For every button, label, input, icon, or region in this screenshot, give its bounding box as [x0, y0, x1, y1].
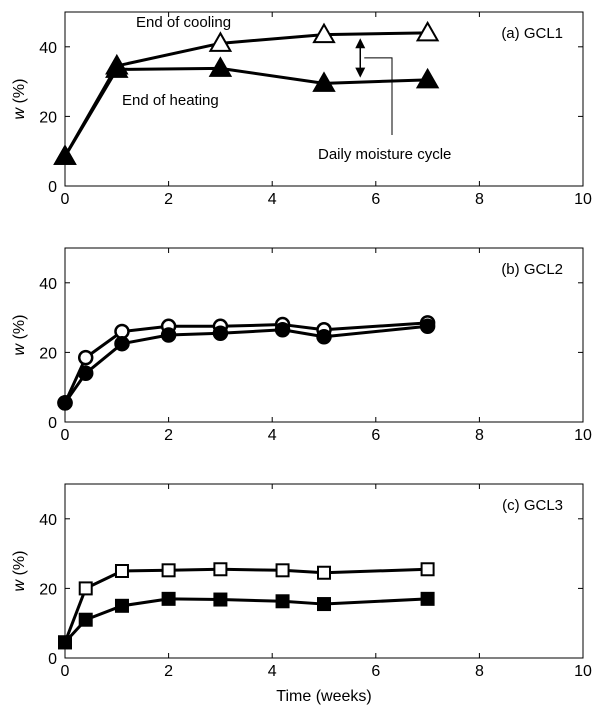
data-point-square-filled — [58, 635, 72, 650]
data-point-square-open — [161, 563, 176, 578]
data-point-triangle-open — [208, 31, 233, 52]
data-point-circle-filled — [274, 322, 291, 338]
data-point-triangle-filled — [312, 71, 336, 92]
data-point-square-open — [420, 562, 435, 577]
data-point-square-filled — [317, 597, 331, 612]
y-axis-label: w (%) — [11, 551, 28, 592]
y-tick-label: 20 — [39, 109, 57, 126]
plot-frame-gcl3 — [64, 483, 584, 659]
panel-label: (c) GCL3 — [502, 497, 563, 514]
chart-panel-gcl3: 0 2 4 6 8 10 0 20 40 w (%) (c) GCL3 — [11, 483, 592, 680]
data-point-square-filled — [161, 591, 176, 606]
y-axis-label: w (%) — [11, 315, 28, 356]
y-tick-label: 40 — [39, 40, 57, 57]
x-tick-label: 0 — [61, 663, 70, 680]
data-point-square-open — [317, 565, 331, 580]
y-tick-label: 0 — [48, 415, 57, 432]
x-tick-label: 8 — [475, 427, 484, 444]
x-tick-label: 8 — [475, 663, 484, 680]
data-point-triangle-open — [312, 22, 336, 44]
data-point-square-filled — [213, 592, 228, 607]
x-tick-label: 0 — [61, 427, 70, 444]
panel-label: (a) GCL1 — [501, 25, 563, 42]
data-point-triangle-filled — [415, 67, 440, 89]
plot-frame-gcl1 — [64, 11, 584, 187]
data-point-triangle-filled — [105, 57, 129, 78]
data-point-square-filled — [78, 612, 93, 627]
x-tick-label: 0 — [61, 191, 70, 208]
data-point-square-filled — [275, 594, 290, 609]
annotation-end-of-heating: End of heating — [122, 92, 219, 109]
x-tick-label: 4 — [268, 663, 277, 680]
data-point-circle-filled — [212, 325, 229, 342]
x-tick-label: 10 — [574, 663, 592, 680]
data-point-circle-open — [77, 349, 94, 366]
y-tick-label: 40 — [39, 512, 57, 529]
x-tick-label: 6 — [371, 191, 380, 208]
x-axis-label: Time (weeks) — [276, 688, 371, 705]
data-point-square-filled — [420, 591, 435, 606]
data-point-circle-filled — [419, 318, 436, 335]
annotation-end-of-cooling: End of cooling — [136, 14, 231, 31]
data-point-circle-filled — [316, 328, 332, 345]
data-point-square-filled — [114, 598, 129, 613]
x-tick-label: 6 — [371, 663, 380, 680]
annotation-daily-moisture-cycle: Daily moisture cycle — [318, 146, 451, 163]
data-point-circle-filled — [114, 335, 130, 352]
x-tick-label: 10 — [574, 427, 592, 444]
data-point-square-open — [213, 562, 228, 577]
panel-label: (b) GCL2 — [501, 261, 563, 278]
x-tick-label: 8 — [475, 191, 484, 208]
plot-frame-gcl2 — [64, 247, 584, 423]
x-tick-label: 6 — [371, 427, 380, 444]
data-point-circle-filled — [77, 365, 94, 382]
x-tick-label: 2 — [164, 663, 173, 680]
cycle-leader-line — [364, 57, 393, 135]
cycle-arrow-head-up — [355, 38, 366, 49]
y-axis-label: w (%) — [11, 79, 28, 120]
data-point-square-open — [78, 581, 93, 596]
data-point-triangle-open — [415, 20, 440, 42]
y-tick-label: 20 — [39, 581, 57, 598]
data-point-square-open — [275, 563, 290, 578]
data-point-triangle-filled — [208, 56, 233, 77]
y-tick-label: 0 — [48, 179, 57, 196]
chart-panel-gcl2: 0 2 4 6 8 10 0 20 40 w (%) (b) GCL2 — [11, 247, 592, 444]
chart-panel-gcl1: 0 2 4 6 8 10 0 20 40 w (%) (a) GCL1 End of cooling E… — [11, 11, 592, 208]
x-tick-label: 4 — [268, 427, 277, 444]
data-point-triangle-filled — [53, 144, 77, 165]
y-tick-label: 0 — [48, 651, 57, 668]
series-line-filled — [63, 66, 428, 158]
data-point-circle-filled — [160, 327, 177, 343]
x-tick-label: 10 — [574, 191, 592, 208]
y-tick-label: 40 — [39, 276, 57, 293]
x-tick-label: 2 — [164, 427, 173, 444]
data-point-circle-filled — [57, 395, 73, 411]
x-tick-label: 2 — [164, 191, 173, 208]
x-tick-label: 4 — [268, 191, 277, 208]
data-point-square-open — [114, 564, 129, 578]
y-tick-label: 20 — [39, 345, 57, 362]
cycle-arrow-head-down — [355, 67, 366, 78]
series-line-open — [63, 31, 428, 158]
